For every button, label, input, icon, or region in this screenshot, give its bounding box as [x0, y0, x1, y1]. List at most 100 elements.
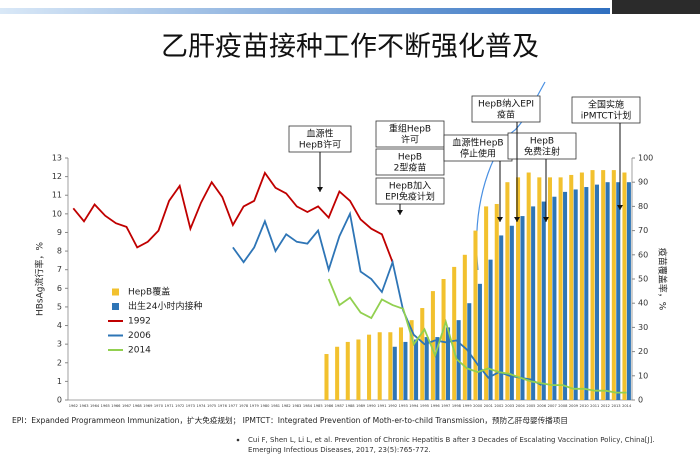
bar [414, 339, 419, 400]
y2-tick-label: 90 [638, 178, 648, 187]
bar [537, 177, 542, 400]
x-tick-label: 1979 [250, 404, 260, 408]
legend-label: HepB覆盖 [128, 286, 170, 298]
y2-tick-label: 20 [638, 347, 648, 356]
x-tick-label: 1975 [207, 404, 216, 408]
x-tick-label: 1967 [122, 404, 131, 408]
line [72, 171, 394, 263]
y2-tick-label: 80 [638, 202, 648, 211]
x-tick-label: 2008 [558, 404, 568, 408]
x-tick-label: 2006 [537, 404, 547, 408]
x-tick-label: 1965 [101, 404, 110, 408]
line [327, 278, 627, 394]
y2-axis-label: 疫苗覆盖率，% [657, 248, 669, 311]
annotation-text: 血源性HepB [452, 137, 503, 149]
annotation-box [507, 132, 577, 160]
annotation-text: 重组HepB [389, 123, 431, 135]
x-tick-label: 2004 [516, 404, 526, 408]
x-tick-label: 1993 [399, 404, 408, 408]
bar [622, 172, 627, 400]
legend-swatch [112, 288, 119, 296]
bar [590, 170, 595, 400]
annotation-box [375, 120, 445, 148]
bar [488, 259, 493, 400]
annotation-text: 2型疫苗 [394, 162, 427, 174]
legend-swatch [112, 303, 119, 310]
x-tick-label: 1973 [186, 404, 195, 408]
bar [377, 332, 382, 400]
bar [569, 174, 574, 400]
x-tick-label: 2013 [611, 404, 620, 408]
x-tick-label: 1991 [377, 404, 386, 408]
x-tick-label: 2012 [601, 404, 610, 408]
bar [435, 337, 440, 400]
y-axis-label: HBsAg流行率，% [34, 242, 46, 317]
x-tick-label: 1992 [388, 404, 397, 408]
x-tick-label: 1966 [111, 404, 121, 408]
footnote: EPI：Expanded Programmeon Immunization，扩大… [12, 415, 568, 425]
arrow-head [514, 217, 520, 222]
annotation-box [375, 148, 445, 176]
annotation-text: HepB [398, 153, 422, 163]
bar [573, 189, 578, 400]
bar [520, 216, 525, 400]
y-tick-label: 9 [57, 228, 62, 237]
bar [403, 341, 408, 400]
bar [345, 341, 350, 400]
arrow-head [543, 217, 549, 222]
bar [392, 346, 397, 400]
x-tick-label: 1976 [218, 404, 228, 408]
y-tick-label: 0 [57, 396, 62, 405]
bar [563, 191, 568, 400]
x-tick-label: 1998 [452, 404, 462, 408]
bar [505, 182, 510, 400]
line [232, 210, 542, 386]
bar [526, 172, 531, 400]
bar [324, 354, 329, 400]
legend-label: 1992 [128, 317, 151, 327]
annotation-text: 血源性 [306, 128, 333, 140]
x-tick-label: 1963 [79, 404, 88, 408]
annotation-text: HepB纳入EPI [478, 98, 534, 110]
bar [499, 235, 504, 400]
bar [356, 339, 361, 400]
x-tick-label: 1964 [90, 404, 100, 408]
bar [605, 182, 610, 400]
y-tick-label: 7 [57, 265, 62, 274]
annotation-text: iPMTCT计划 [581, 110, 631, 122]
bar [477, 283, 482, 400]
y2-tick-label: 30 [638, 323, 648, 332]
y-tick-label: 13 [52, 154, 62, 163]
y-tick-label: 10 [52, 209, 62, 218]
x-tick-label: 1978 [239, 404, 249, 408]
x-tick-label: 1994 [409, 404, 419, 408]
arrow-head [617, 205, 623, 210]
x-tick-label: 1968 [133, 404, 143, 408]
x-tick-label: 1999 [462, 404, 472, 408]
x-tick-label: 1984 [303, 404, 313, 408]
x-tick-label: 2002 [494, 404, 503, 408]
y-tick-label: 12 [52, 172, 62, 181]
y2-tick-label: 0 [638, 396, 643, 405]
x-tick-label: 1989 [356, 404, 366, 408]
x-tick-label: 1974 [196, 404, 206, 408]
bar [494, 203, 499, 400]
bar [409, 320, 414, 400]
bar [420, 308, 425, 400]
bar [509, 225, 514, 400]
legend-label: 2006 [128, 331, 151, 341]
bar [531, 206, 536, 400]
annotation-box [443, 134, 513, 162]
x-tick-label: 2001 [484, 404, 493, 408]
x-tick-label: 1997 [441, 404, 450, 408]
x-tick-label: 1996 [431, 404, 441, 408]
bar [452, 266, 457, 400]
bar [552, 196, 557, 400]
x-tick-label: 1969 [143, 404, 153, 408]
top-bar [0, 8, 610, 14]
bar [398, 327, 404, 400]
arrow-head [317, 187, 323, 192]
bar [367, 334, 372, 400]
bar [516, 177, 521, 400]
